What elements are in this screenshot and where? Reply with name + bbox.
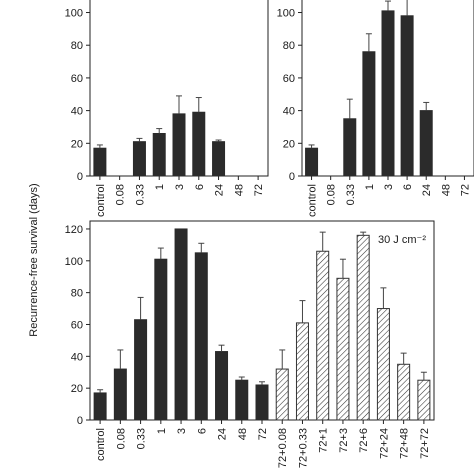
y-tick-label: 20 [283,138,295,150]
bar [134,319,148,421]
y-tick-label: 20 [71,383,83,395]
x-tick-label: 72+1 [318,428,330,453]
x-tick-label: control [307,184,319,217]
x-tick-label: 0.08 [326,184,338,205]
bar [235,379,249,421]
y-tick-label: 0 [77,171,83,183]
x-tick-label: 0.08 [115,184,127,205]
x-tick-label: 6 [402,184,414,190]
x-tick-label: 24 [214,184,226,196]
bar [381,10,395,177]
x-tick-label: 6 [196,428,208,434]
x-tick-label: 3 [383,184,395,190]
x-tick-label: 1 [154,184,166,190]
y-tick-label: 100 [277,8,295,20]
y-tick-label: 100 [65,8,83,20]
bar [400,15,414,177]
x-tick-label: 0.33 [134,184,146,205]
bar [154,258,168,421]
y-tick-label: 80 [71,40,83,52]
x-tick-label: 72 [253,184,265,196]
bar [215,351,229,421]
bar-hatched [275,368,289,421]
bar-hatched [397,363,411,421]
bar [174,228,188,421]
x-tick-label: 72+48 [399,428,411,459]
bar [419,110,433,177]
x-tick-label: 48 [237,428,249,440]
bar-hatched [417,379,431,421]
bar-hatched [316,250,330,421]
x-tick-label: 48 [233,184,245,196]
y-tick-label: 80 [71,288,83,300]
x-tick-label: 72+3 [338,428,350,453]
x-tick-label: 72 [257,428,269,440]
x-tick-label: 48 [440,184,452,196]
x-tick-label: 1 [364,184,376,190]
x-tick-label: 24 [217,428,229,440]
bar-hatched [336,277,350,421]
bar-hatched [376,308,390,421]
x-tick-label: 72+0.33 [297,428,309,468]
x-tick-label: 72+24 [378,428,390,459]
x-tick-label: control [95,428,107,461]
y-tick-label: 120 [65,224,83,236]
x-tick-label: control [95,184,107,217]
x-tick-label: 72+72 [419,428,431,459]
y-tick-label: 80 [283,40,295,52]
y-tick-label: 40 [283,106,295,118]
bar [255,384,269,421]
y-tick-label: 60 [71,73,83,85]
y-tick-label: 20 [71,138,83,150]
panel-annotation: 30 J cm⁻² [378,234,426,246]
bar [212,141,226,177]
bar [192,111,206,177]
y-tick-label: 60 [71,319,83,331]
x-tick-label: 0.08 [115,428,127,449]
chart-panel-bottom: 0 20 40 60 80 100 120 control 0.08 0.33 1 3 6 24 48 72 7… [65,220,435,468]
chart-panel-top-right: 0 20 40 60 80 100 control 0.08 0.33 1 3 6 24 48 72 [277,0,474,217]
bar-hatched [356,234,370,421]
x-tick-label: 0.33 [345,184,357,205]
y-tick-label: 40 [71,351,83,363]
bar [172,113,186,177]
x-tick-label: 3 [174,184,186,190]
y-tick-label: 60 [283,73,295,85]
bar [132,141,146,177]
y-tick-label: 40 [71,106,83,118]
y-tick-label: 0 [77,415,83,427]
bar [93,147,107,177]
y-tick-label: 0 [289,171,295,183]
y-tick-label: 100 [65,256,83,268]
bar-hatched [295,322,309,421]
x-tick-label: 0.33 [136,428,148,449]
bar [93,392,107,421]
bar [152,132,166,177]
bar [362,51,376,177]
x-tick-label: 6 [194,184,206,190]
bar [305,147,319,177]
x-tick-label: 3 [176,428,188,434]
x-tick-label: 1 [156,428,168,434]
x-tick-label: 72+6 [358,428,370,453]
x-tick-label: 72 [459,184,471,196]
bar [113,368,127,421]
x-tick-label: 72+0.08 [277,428,289,468]
y-axis-title: Recurrence-free survival (days) [28,183,40,336]
bar [343,118,357,177]
x-tick-label: 24 [421,184,433,196]
chart-panel-top-left: 0 20 40 60 80 100 control 0.08 0.33 1 3 6 24 48 72 [65,0,269,217]
bar [194,252,208,421]
